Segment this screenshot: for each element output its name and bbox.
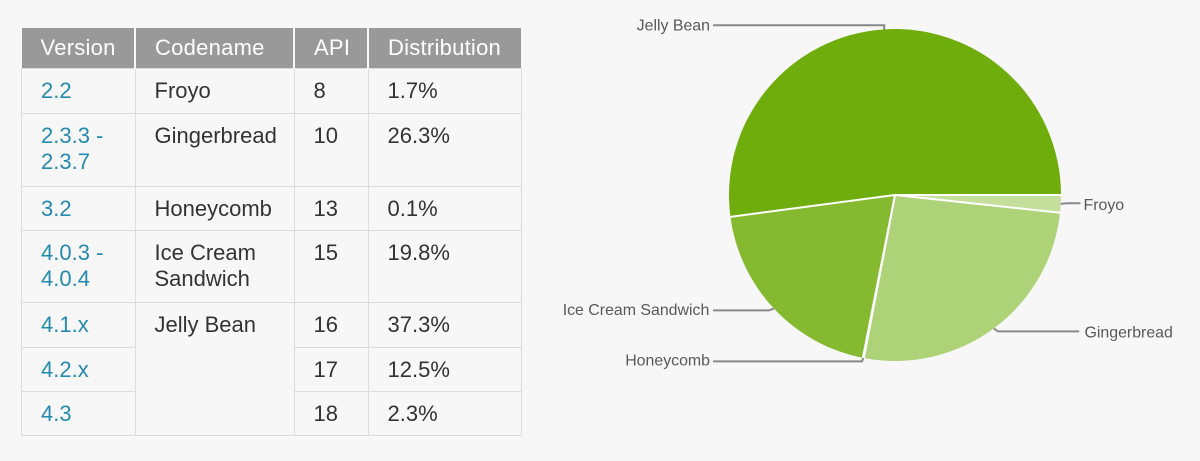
svg-text:Ice Cream Sandwich: Ice Cream Sandwich xyxy=(563,302,710,319)
svg-text:Honeycomb: Honeycomb xyxy=(625,352,710,369)
svg-text:Gingerbread: Gingerbread xyxy=(1085,325,1173,342)
svg-text:Jelly Bean: Jelly Bean xyxy=(637,18,710,35)
svg-text:Froyo: Froyo xyxy=(1084,197,1125,214)
